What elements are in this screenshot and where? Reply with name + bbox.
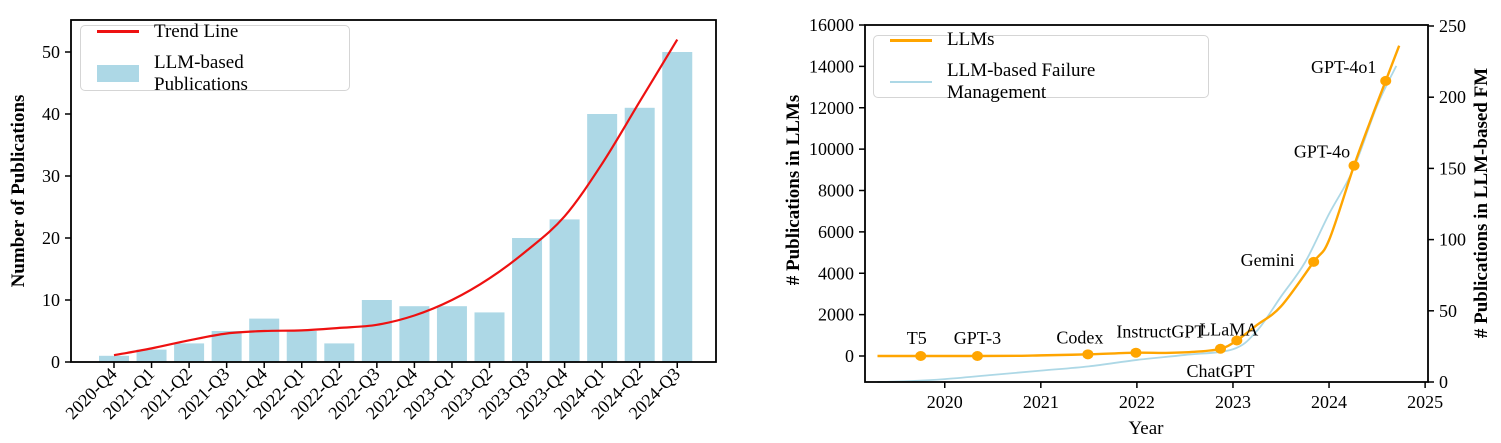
milestone-marker-GPT-3 bbox=[971, 351, 983, 361]
x-tick-label: 2022 bbox=[1119, 392, 1155, 412]
bar-2022-Q3 bbox=[361, 300, 392, 362]
right-y-tick-label: 200 bbox=[1439, 87, 1466, 107]
right-chart-x-axis-label: Year bbox=[1128, 418, 1164, 439]
bar-chart-y-ticks: 0 10 20 30 40 50 bbox=[42, 42, 71, 372]
bar-2022-Q1 bbox=[286, 331, 317, 362]
llm-publications-swatch bbox=[97, 65, 139, 82]
line-chart-plot-area: 0 2000 4000 6000 8000 10000 12000 14000 16000 0 50… bbox=[809, 15, 1466, 412]
milestone-label-LLaMA: LLaMA bbox=[1199, 319, 1258, 339]
milestone-label-InstructGPT: InstructGPT bbox=[1116, 322, 1205, 342]
milestones: T5 GPT-3 Codex InstructGPT ChatGPT LLaMA Gemin… bbox=[907, 57, 1392, 381]
line-chart-llms-vs-fm: 0 2000 4000 6000 8000 10000 12000 14000 16000 0 50… bbox=[783, 15, 1492, 439]
left-y-tick-label: 8000 bbox=[818, 181, 854, 201]
legend-label-trend-line: Trend Line bbox=[154, 20, 239, 42]
line-chart-right-y-ticks: 0 50 100 150 200 250 bbox=[1428, 16, 1466, 392]
bar-2022-Q2 bbox=[324, 343, 355, 362]
x-tick-label: 2023 bbox=[1215, 392, 1251, 412]
bar-2021-Q2 bbox=[174, 343, 205, 362]
trend-line-swatch bbox=[97, 30, 139, 33]
line-chart-left-y-ticks: 0 2000 4000 6000 8000 10000 12000 14000 16000 bbox=[809, 15, 865, 366]
milestone-label-GPT-4o1: GPT-4o1 bbox=[1311, 57, 1376, 77]
right-chart-right-y-axis-label: # Publications in LLM-based FM bbox=[1471, 68, 1492, 338]
right-y-tick-label: 0 bbox=[1439, 372, 1448, 392]
trend-line bbox=[113, 39, 679, 357]
fm-publications-line bbox=[877, 65, 1398, 383]
legend-label-llm-publications: LLM-based Publications bbox=[154, 51, 248, 95]
bar-2024-Q3 bbox=[662, 52, 693, 362]
bar-2021-Q3 bbox=[211, 331, 242, 362]
milestone-marker-T5 bbox=[915, 351, 927, 361]
bar-2020-Q4 bbox=[99, 355, 129, 362]
x-tick-label: 2025 bbox=[1407, 392, 1443, 412]
bar-2021-Q4 bbox=[249, 318, 280, 362]
legend-item-llm-publications: LLM-based Publications bbox=[97, 52, 333, 96]
y-tick-label: 50 bbox=[42, 42, 60, 62]
milestone-marker-LLaMA bbox=[1231, 335, 1243, 346]
milestone-label-T5: T5 bbox=[907, 328, 927, 348]
left-chart-y-axis-label: Number of Publications bbox=[8, 95, 29, 288]
llm-publications-bars bbox=[99, 52, 693, 362]
bar-2021-Q1 bbox=[136, 349, 167, 362]
x-tick-label: 2024 bbox=[1311, 392, 1347, 412]
left-y-tick-label: 10000 bbox=[809, 139, 854, 159]
bar-2023-Q3 bbox=[512, 238, 543, 362]
fm-line-swatch bbox=[890, 80, 932, 84]
left-y-tick-label: 6000 bbox=[818, 222, 854, 242]
legend-item-trend-line: Trend Line bbox=[97, 21, 333, 43]
right-y-tick-label: 100 bbox=[1439, 230, 1466, 250]
milestone-marker-Codex bbox=[1082, 349, 1094, 360]
left-y-tick-label: 14000 bbox=[809, 56, 854, 76]
milestone-marker-InstructGPT bbox=[1130, 347, 1142, 358]
x-tick-label: 2021 bbox=[1023, 392, 1059, 412]
milestone-marker-GPT-4o bbox=[1348, 160, 1360, 171]
y-tick-label: 0 bbox=[51, 352, 60, 372]
milestone-marker-GPT-4o1 bbox=[1380, 75, 1392, 86]
milestone-label-Codex: Codex bbox=[1056, 327, 1103, 347]
llms-line-swatch bbox=[890, 38, 932, 42]
legend-item-llms: LLMs bbox=[890, 29, 1192, 51]
left-y-tick-label: 2000 bbox=[818, 305, 854, 325]
bar-2024-Q2 bbox=[624, 107, 655, 362]
right-y-tick-label: 50 bbox=[1439, 301, 1457, 321]
milestone-label-ChatGPT: ChatGPT bbox=[1186, 361, 1254, 381]
left-y-tick-label: 4000 bbox=[818, 263, 854, 283]
milestone-marker-ChatGPT bbox=[1214, 343, 1226, 354]
left-y-tick-label: 12000 bbox=[809, 98, 854, 118]
bar-2023-Q1 bbox=[436, 306, 467, 362]
y-tick-label: 40 bbox=[42, 104, 60, 124]
line-chart-frame bbox=[864, 24, 1429, 383]
line-chart-x-ticks: 2020 2021 2022 2023 2024 2025 bbox=[927, 382, 1443, 412]
y-tick-label: 10 bbox=[42, 290, 60, 310]
bar-2023-Q4 bbox=[549, 219, 580, 362]
milestone-label-GPT-4o: GPT-4o bbox=[1294, 142, 1350, 162]
bar-2024-Q1 bbox=[587, 114, 618, 362]
y-tick-label: 20 bbox=[42, 228, 60, 248]
legend-label-llms: LLMs bbox=[947, 29, 995, 50]
bar-chart-llm-publications: 0 10 20 30 40 50 2020-Q42021-Q12021-Q22021-Q32… bbox=[8, 19, 717, 423]
y-tick-label: 30 bbox=[42, 166, 60, 186]
milestone-label-Gemini: Gemini bbox=[1241, 250, 1295, 270]
right-y-tick-label: 250 bbox=[1439, 16, 1466, 36]
legend-line-chart: LLMs LLM-based Failure Management bbox=[873, 29, 1209, 103]
left-y-tick-label: 16000 bbox=[809, 15, 854, 35]
milestone-marker-Gemini bbox=[1308, 256, 1320, 267]
milestone-label-GPT-3: GPT-3 bbox=[954, 328, 1001, 348]
bar-2023-Q2 bbox=[474, 312, 505, 362]
legend-label-fm: LLM-based Failure Management bbox=[947, 60, 1096, 103]
legend-item-fm: LLM-based Failure Management bbox=[890, 60, 1192, 104]
right-y-tick-label: 150 bbox=[1439, 158, 1466, 178]
legend-bar-chart: Trend Line LLM-based Publications bbox=[80, 21, 350, 95]
bar-chart-x-ticks: 2020-Q42021-Q12021-Q22021-Q32021-Q42022-… bbox=[61, 362, 684, 423]
right-chart-left-y-axis-label: # Publications in LLMs bbox=[783, 95, 804, 286]
x-tick-label: 2020 bbox=[927, 392, 963, 412]
bar-chart-frame bbox=[70, 19, 717, 363]
left-y-tick-label: 0 bbox=[845, 346, 854, 366]
